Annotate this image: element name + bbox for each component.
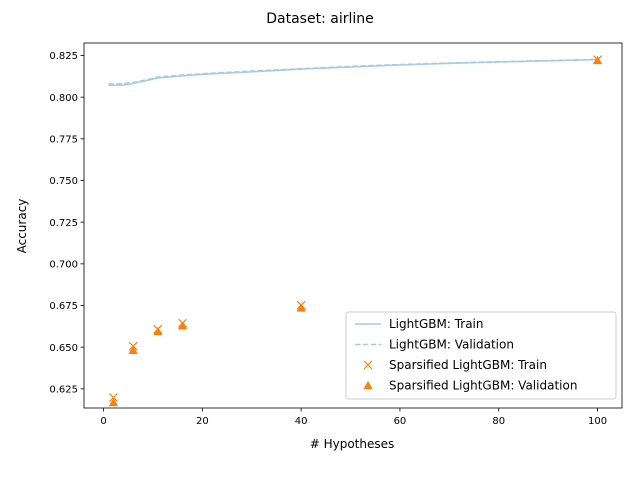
y-tick-label: 0.775: [49, 134, 78, 145]
chart-title: Dataset: airline: [266, 11, 373, 27]
series-3-point-4: [296, 303, 306, 312]
y-tick-label: 0.700: [49, 259, 78, 270]
axes: 0 20 40 60 80 100 0.625 0.650 0.675 0.700 0.725 0.7…: [49, 42, 623, 427]
x-tick-label: 20: [196, 416, 209, 427]
y-axis-label: Accuracy: [15, 199, 29, 254]
x-axis-label: # Hypotheses: [310, 437, 395, 451]
series-3-point-2: [153, 326, 163, 336]
legend-handle-3: [363, 380, 373, 390]
legend: LightGBM: Train LightGBM: Validation Spars…: [345, 311, 617, 400]
legend-handle-2: [363, 360, 373, 370]
series-3-point-1: [128, 345, 138, 355]
plot-area: [108, 55, 603, 407]
legend-box: [345, 311, 617, 400]
series-3-point-5: [592, 55, 603, 65]
x-tick-label: 80: [492, 416, 505, 427]
y-tick-label: 0.825: [49, 51, 78, 62]
y-tick-label: 0.625: [49, 384, 78, 395]
y-tick-label: 0.650: [49, 343, 78, 354]
series-3-point-3: [177, 321, 188, 330]
legend-label-0: LightGBM: Train: [389, 317, 483, 331]
series-2-point-0: [108, 393, 118, 402]
legend-label-3: Sparsified LightGBM: Validation: [389, 379, 577, 393]
series-line-1: [108, 58, 598, 85]
y-tick-label: 0.675: [49, 301, 78, 312]
x-tick-label: 60: [394, 416, 407, 427]
x-tick-label: 100: [588, 416, 607, 427]
legend-label-1: LightGBM: Validation: [389, 338, 514, 352]
x-tick-label: 40: [295, 416, 308, 427]
y-tick-label: 0.800: [49, 93, 78, 104]
legend-label-2: Sparsified LightGBM: Train: [389, 358, 547, 372]
y-tick-label: 0.750: [49, 176, 78, 187]
y-tick-label: 0.725: [49, 218, 78, 229]
series-3-point-0: [108, 397, 118, 407]
x-tick-label: 0: [100, 416, 106, 427]
axes-frame: [83, 42, 623, 409]
